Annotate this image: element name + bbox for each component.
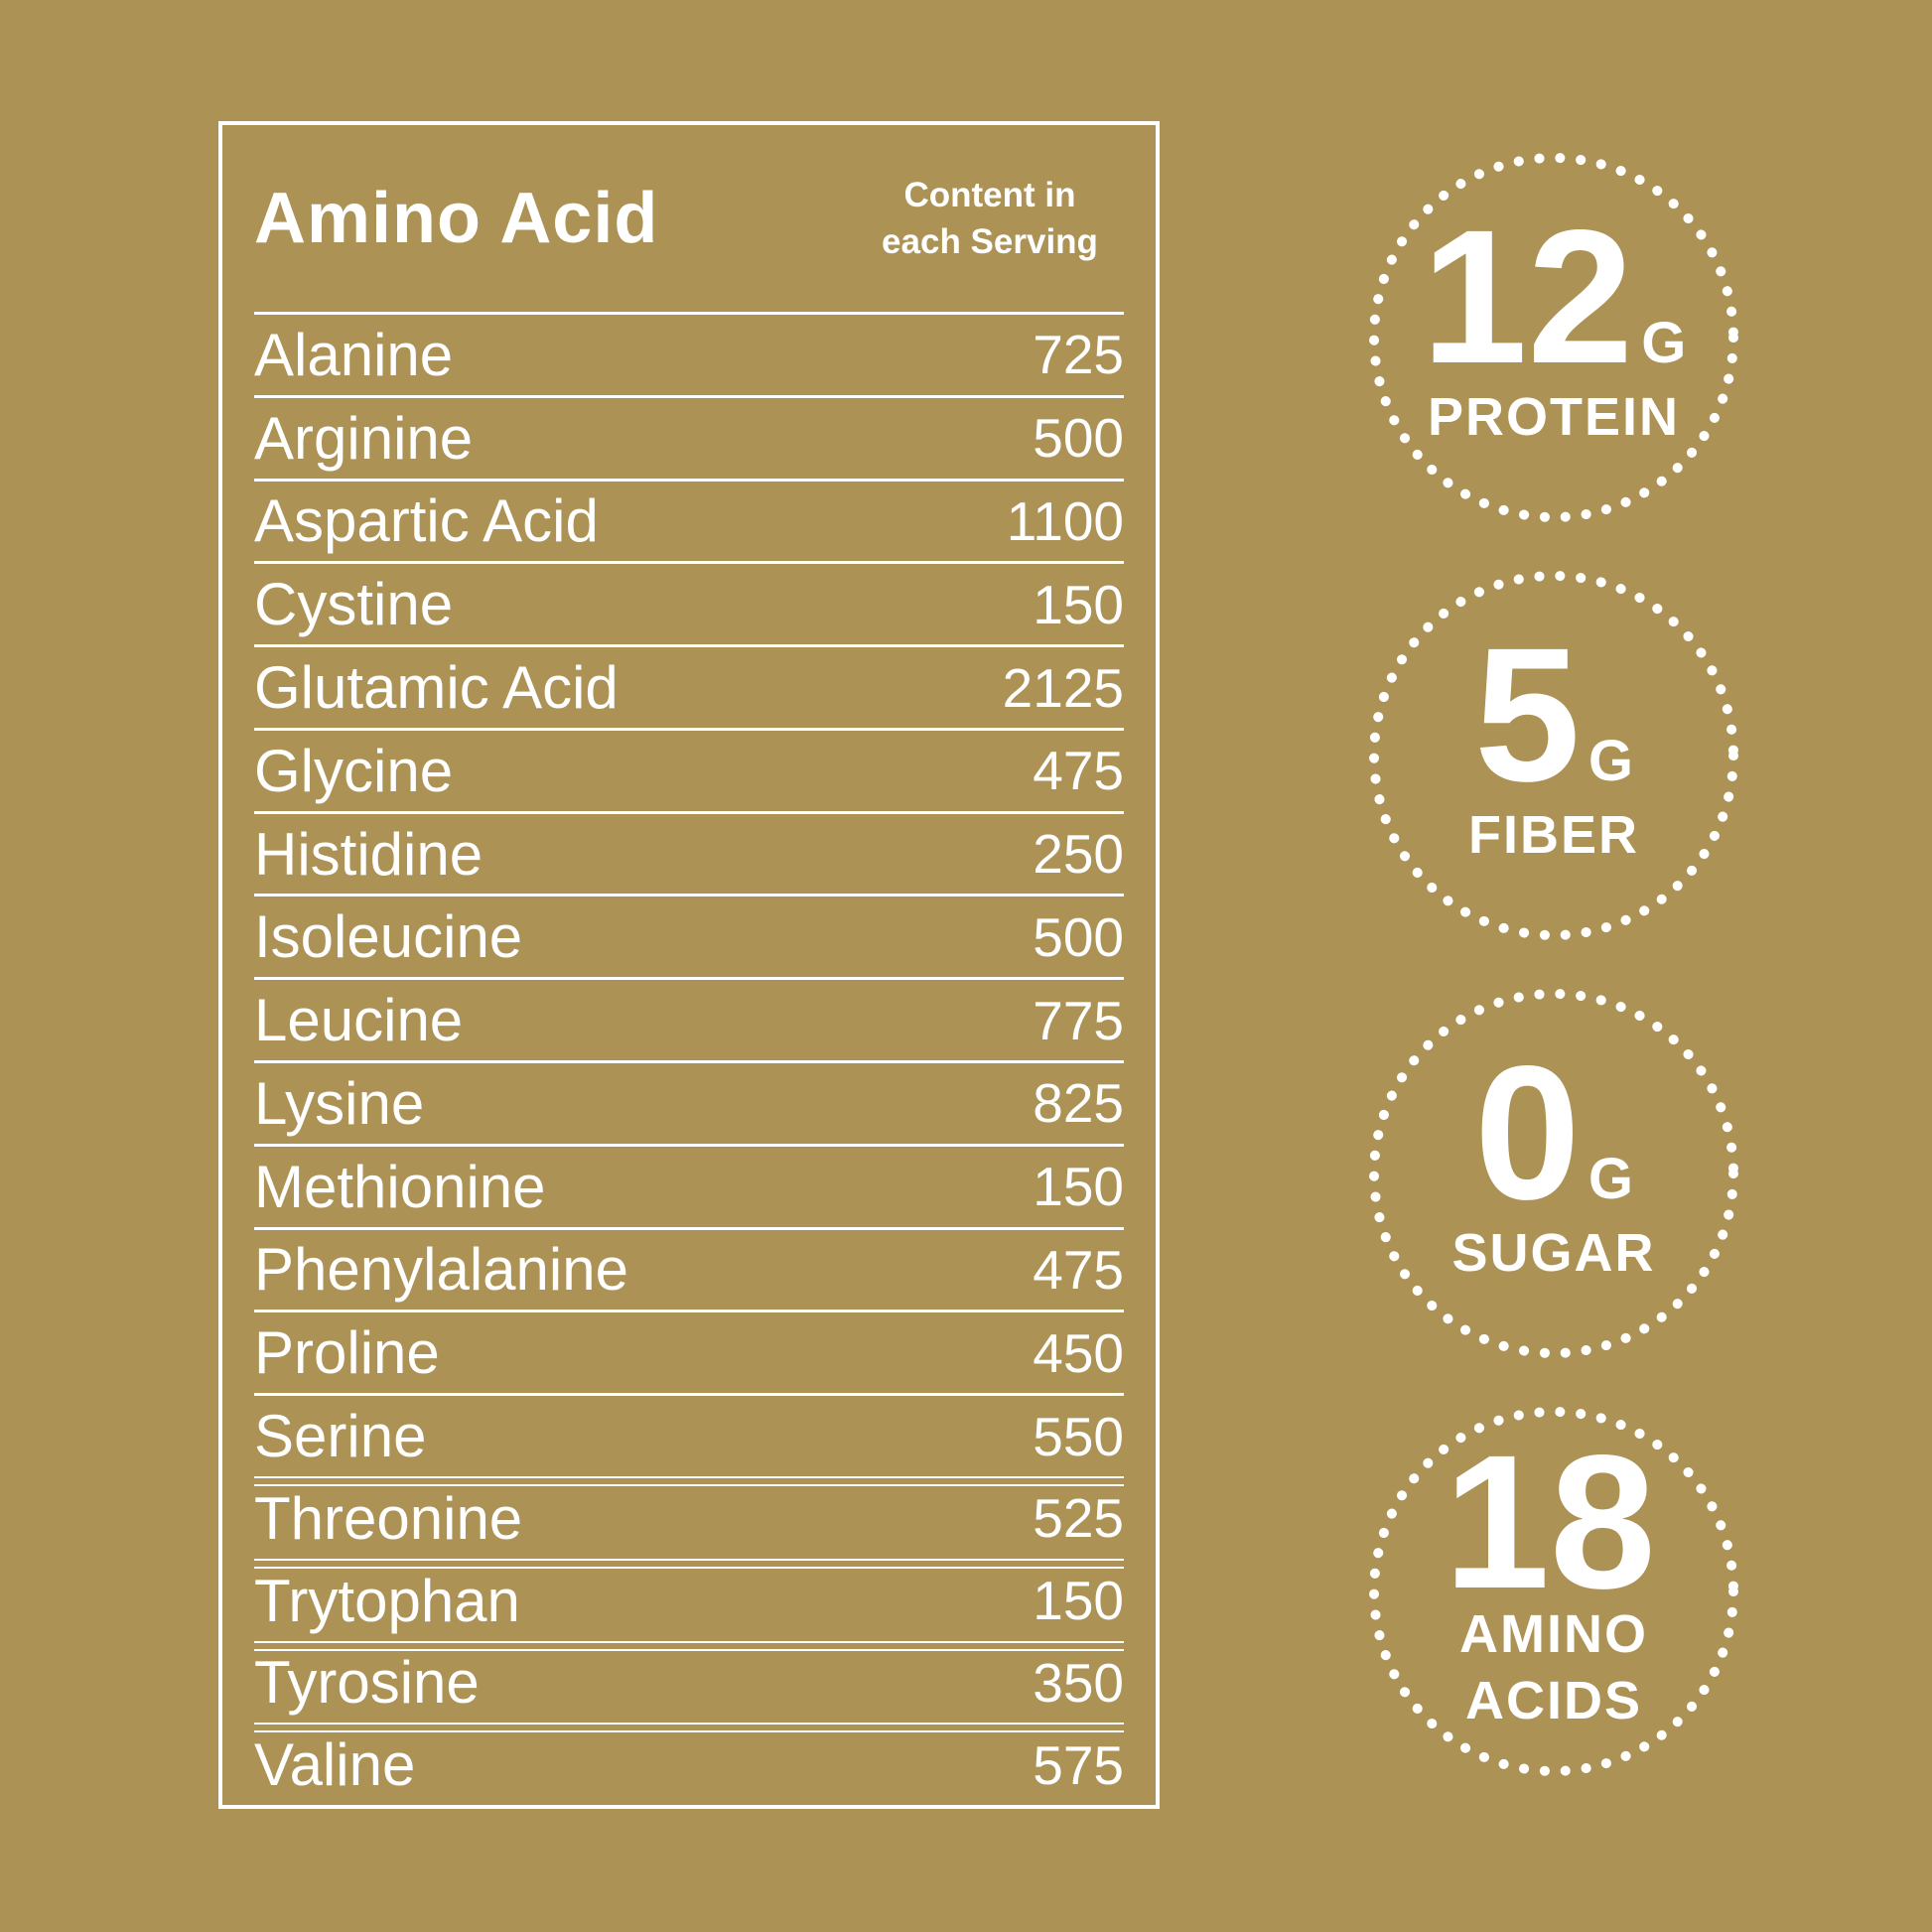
table-rows: Alanine 725 Arginine 500 Aspartic Acid 1100 Cy… [254, 312, 1124, 1805]
amino-acid-name: Phenylalanine [254, 1236, 628, 1304]
column-header-amino-acid: Amino Acid [254, 179, 659, 258]
amino-acid-name: Histidine [254, 820, 483, 888]
table-row: Arginine 500 [254, 394, 1124, 479]
table-row: Alanine 725 [254, 312, 1124, 395]
amino-acid-value: 2125 [1002, 656, 1124, 719]
badge-unit: G [1641, 311, 1687, 376]
badge-sugar: 0 G SUGAR [1365, 985, 1742, 1362]
badge-label: PROTEIN [1427, 387, 1681, 448]
amino-acid-value: 475 [1033, 740, 1124, 802]
dotted-circle-icon [1369, 989, 1738, 1358]
amino-acid-value: 775 [1033, 989, 1124, 1051]
table-row: Isoleucine 500 [254, 894, 1124, 977]
amino-acid-value: 450 [1033, 1321, 1124, 1384]
table-row: Threonine 525 [254, 1475, 1124, 1559]
amino-acid-value: 500 [1033, 407, 1124, 470]
amino-acid-name: Arginine [254, 404, 474, 472]
dotted-circle-icon [1369, 153, 1738, 522]
amino-acid-value: 150 [1033, 1156, 1124, 1218]
column-header-content-line2: each Serving [882, 222, 1098, 261]
table-row: Glutamic Acid 2125 [254, 644, 1124, 728]
badge-label: AMINO [1459, 1603, 1648, 1664]
column-header-content: Content in each Serving [856, 172, 1124, 266]
amino-acid-name: Cystine [254, 571, 454, 638]
badge-unit: G [1587, 729, 1633, 794]
table-row: Histidine 250 [254, 810, 1124, 895]
table-row: Aspartic Acid 1100 [254, 478, 1124, 562]
table-row: Phenylalanine 475 [254, 1226, 1124, 1311]
amino-acid-value: 500 [1033, 905, 1124, 968]
badge-label: ACIDS [1464, 1671, 1642, 1730]
amino-acid-value: 575 [1033, 1733, 1124, 1796]
dotted-circle-icon [1369, 1407, 1738, 1776]
badge-number: 18 [1444, 1414, 1656, 1628]
amino-acid-name: Glutamic Acid [254, 654, 619, 722]
amino-acid-value: 150 [1033, 573, 1124, 635]
amino-acid-value: 250 [1033, 823, 1124, 886]
amino-acid-name: Serine [254, 1403, 427, 1470]
amino-acid-name: Alanine [254, 321, 454, 388]
amino-acid-value: 350 [1033, 1651, 1124, 1714]
badge-number: 5 [1474, 608, 1581, 822]
amino-acid-name: Isoleucine [254, 903, 523, 971]
badge-number: 12 [1421, 190, 1634, 404]
badge-label: FIBER [1468, 805, 1639, 866]
amino-acid-value: 825 [1033, 1072, 1124, 1135]
amino-acid-table: Amino Acid Content in each Serving Alani… [218, 121, 1160, 1809]
table-row: Lysine 825 [254, 1060, 1124, 1144]
table-row: Tyrosine 350 [254, 1640, 1124, 1724]
amino-acid-value: 725 [1033, 324, 1124, 386]
table-row: Cystine 150 [254, 561, 1124, 644]
table-row: Valine 575 [254, 1723, 1124, 1805]
table-row: Serine 550 [254, 1393, 1124, 1476]
table-row: Methionine 150 [254, 1143, 1124, 1227]
table-row: Leucine 775 [254, 977, 1124, 1060]
amino-acid-value: 150 [1033, 1570, 1124, 1632]
amino-acid-value: 475 [1033, 1238, 1124, 1301]
amino-acid-value: 1100 [1006, 489, 1124, 552]
table-row: Trytophan 150 [254, 1558, 1124, 1641]
table-row: Proline 450 [254, 1310, 1124, 1393]
amino-acid-name: Proline [254, 1319, 440, 1387]
badge-number: 0 [1474, 1026, 1581, 1240]
badge-amino-acids: 18 AMINO ACIDS [1365, 1403, 1742, 1780]
dotted-circle-icon [1369, 571, 1738, 940]
amino-acid-name: Valine [254, 1731, 416, 1799]
column-header-content-line1: Content in [903, 175, 1076, 214]
amino-acid-name: Aspartic Acid [254, 487, 599, 555]
amino-acid-name: Lysine [254, 1069, 425, 1137]
amino-acid-name: Tyrosine [254, 1649, 480, 1717]
amino-acid-name: Methionine [254, 1153, 546, 1220]
badge-fiber: 5 G FIBER [1365, 567, 1742, 944]
amino-acid-value: 550 [1033, 1405, 1124, 1467]
badge-label: SUGAR [1451, 1223, 1656, 1284]
badge-unit: G [1587, 1147, 1633, 1212]
table-row: Glycine 475 [254, 727, 1124, 811]
amino-acid-name: Leucine [254, 987, 464, 1054]
amino-acid-name: Trytophan [254, 1567, 520, 1634]
amino-acid-name: Threonine [254, 1484, 523, 1552]
table-header: Amino Acid Content in each Serving [254, 125, 1124, 312]
amino-acid-value: 525 [1033, 1487, 1124, 1550]
amino-acid-name: Glycine [254, 737, 454, 804]
badge-protein: 12 G PROTEIN [1365, 149, 1742, 526]
